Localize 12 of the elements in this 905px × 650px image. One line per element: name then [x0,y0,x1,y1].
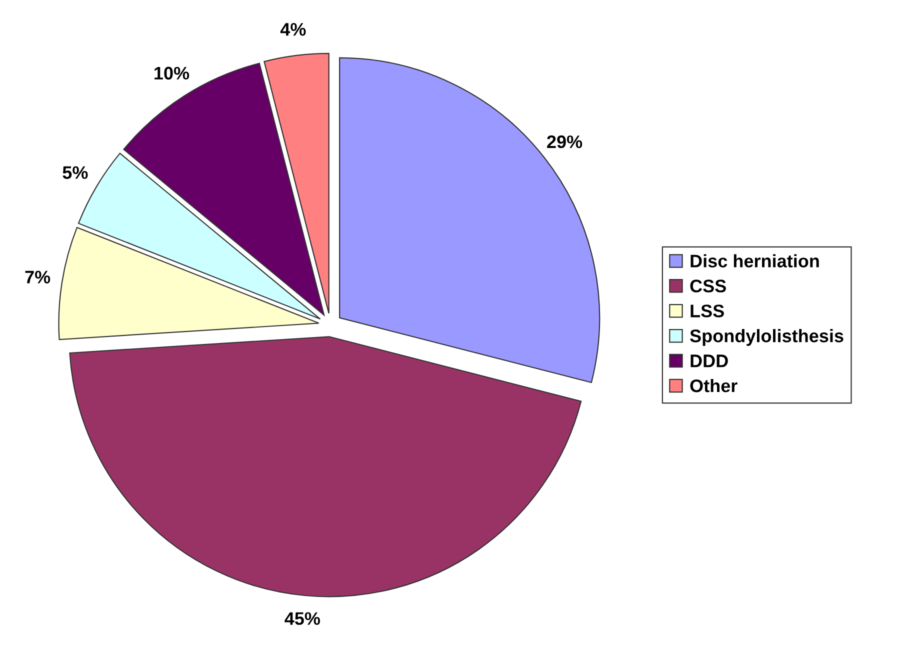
legend-label: LSS [690,304,724,318]
legend-label: Disc herniation [690,254,819,268]
legend-label: DDD [690,354,728,368]
data-label: 45% [284,612,320,625]
data-label: 4% [280,23,306,36]
legend-label: Other [690,378,738,392]
data-label: 7% [25,270,50,284]
data-label: 10% [154,66,190,80]
data-label: 5% [62,166,88,179]
legend-label: CSS [690,280,726,292]
legend-label: Spondylolisthesis [690,329,844,346]
data-label: 29% [547,135,582,148]
